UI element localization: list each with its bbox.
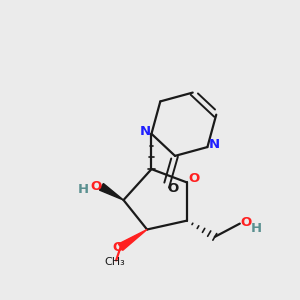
Text: N: N bbox=[208, 139, 220, 152]
Text: N: N bbox=[140, 125, 151, 138]
Text: O: O bbox=[90, 180, 101, 193]
Polygon shape bbox=[118, 230, 147, 250]
Text: H: H bbox=[78, 183, 89, 196]
Text: O: O bbox=[188, 172, 200, 185]
Polygon shape bbox=[99, 184, 124, 200]
Text: O: O bbox=[167, 182, 178, 195]
Text: O: O bbox=[240, 216, 251, 229]
Text: CH₃: CH₃ bbox=[104, 257, 125, 268]
Text: H: H bbox=[250, 222, 262, 236]
Text: O: O bbox=[112, 241, 123, 254]
